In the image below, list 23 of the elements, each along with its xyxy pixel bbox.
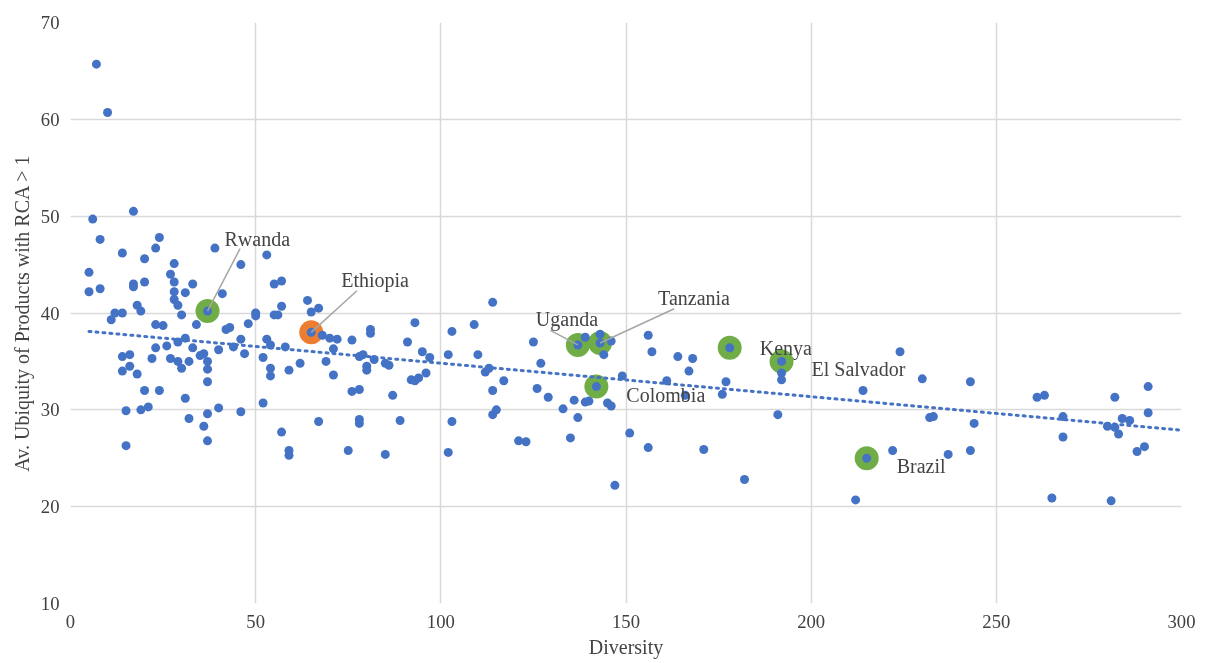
annotation: Rwanda xyxy=(224,228,291,251)
y-tick-label: 50 xyxy=(40,205,60,227)
x-tick-label: 100 xyxy=(426,610,455,632)
annotation: El Salvador xyxy=(811,358,906,381)
x-tick-label: 300 xyxy=(1167,610,1196,632)
x-tick-label: 250 xyxy=(982,610,1011,632)
annotation: Brazil xyxy=(896,455,947,478)
annotation: Uganda xyxy=(535,307,599,331)
x-tick-label: 200 xyxy=(797,610,826,632)
y-tick-label: 10 xyxy=(40,593,60,614)
y-tick-label: 60 xyxy=(40,108,60,130)
y-tick-label: 40 xyxy=(40,302,60,324)
annotation: Ethiopia xyxy=(341,269,410,293)
x-tick-label: 50 xyxy=(246,610,265,632)
x-axis-title: Diversity xyxy=(588,635,664,659)
annotation: Kenya xyxy=(759,336,813,360)
y-tick-label: 30 xyxy=(40,399,60,421)
x-tick-label: 0 xyxy=(65,610,76,632)
y-tick-label: 20 xyxy=(40,496,60,518)
y-tick-label: 70 xyxy=(40,12,60,33)
x-tick-label: 150 xyxy=(612,610,640,632)
annotation: Tanzania xyxy=(658,287,731,310)
y-axis-title: Av. Ubiquity of Products with RCA > 1 xyxy=(10,155,34,472)
